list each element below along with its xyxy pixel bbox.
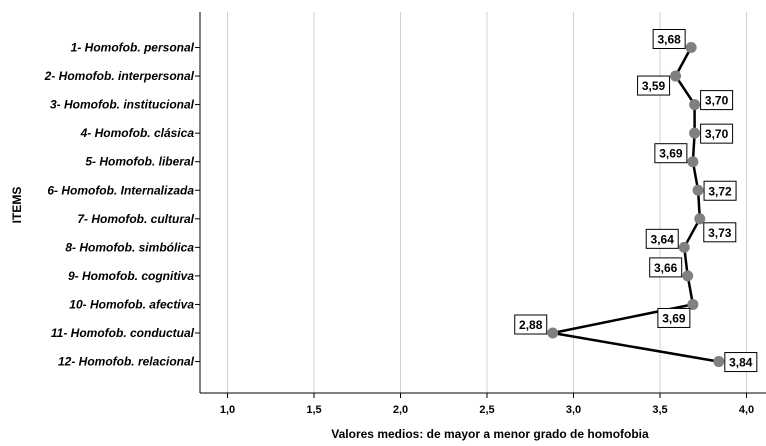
category-label: 6- Homofob. Internalizada (47, 183, 194, 197)
category-labels: 1- Homofob. personal 2- Homofob. interper… (44, 41, 200, 369)
data-point (682, 270, 694, 282)
data-label: 3,70 (705, 94, 729, 108)
x-axis-title: Valores medios: de mayor a menor grado d… (331, 427, 649, 441)
data-label-box (649, 257, 683, 278)
data-label-box (703, 222, 737, 243)
data-point (687, 298, 699, 310)
data-point (678, 241, 690, 253)
data-label-box (654, 143, 688, 164)
data-label-box (645, 228, 679, 249)
data-label: 3,66 (654, 261, 678, 275)
y-axis-title: ITEMS (10, 187, 24, 224)
x-ticks: 1,0 1,5 2,0 2,5 3,0 3,5 4,0 (220, 393, 754, 416)
data-point (689, 99, 701, 111)
x-tick-label: 1,5 (306, 404, 321, 416)
data-label-box (700, 90, 734, 111)
data-label-box (703, 180, 737, 201)
data-label-box (700, 123, 734, 144)
grid (227, 12, 747, 393)
x-tick-label: 1,0 (220, 404, 235, 416)
category-label: 5- Homofob. liberal (85, 155, 194, 169)
data-point (670, 70, 682, 82)
data-label: 2,88 (519, 318, 543, 332)
data-label-box (724, 352, 758, 373)
data-label-box (657, 307, 691, 328)
category-label: 10- Homofob. afectiva (69, 297, 194, 311)
data-point (713, 356, 725, 368)
data-label: 3,69 (659, 147, 683, 161)
category-label: 7- Homofob. cultural (77, 212, 194, 226)
data-label-box (514, 314, 548, 335)
data-label: 3,69 (662, 311, 686, 325)
data-point (685, 42, 697, 53)
category-label: 11- Homofob. conductual (51, 326, 195, 340)
x-tick-label: 3,5 (652, 404, 667, 416)
series-line (551, 46, 720, 363)
data-point (689, 127, 701, 139)
data-label: 3,70 (705, 127, 729, 141)
data-label-box (652, 29, 686, 49)
x-tick-label: 2,0 (393, 404, 408, 416)
data-label: 3,72 (708, 184, 732, 198)
category-label: 8- Homofob. simbólica (65, 240, 194, 254)
data-label: 3,64 (651, 232, 675, 246)
x-tick-label: 4,0 (739, 404, 754, 416)
category-label: 3- Homofob. institucional (50, 98, 195, 112)
category-label: 4- Homofob. clásica (80, 126, 195, 140)
category-label: 9- Homofob. cognitiva (68, 269, 194, 283)
data-label: 3,84 (729, 356, 753, 370)
data-label: 3,68 (657, 33, 681, 47)
category-label: 1- Homofob. personal (71, 41, 195, 55)
data-label: 3,59 (642, 79, 666, 93)
data-label: 3,73 (708, 226, 732, 240)
category-label: 2- Homofob. interpersonal (44, 69, 195, 83)
data-point (692, 184, 704, 196)
data-label-box (637, 75, 671, 96)
data-point (687, 156, 699, 168)
x-tick-label: 2,5 (479, 404, 494, 416)
data-point (547, 327, 559, 339)
data-point (694, 213, 706, 225)
data-labels: 3,68 3,59 3,70 3,70 3,69 3,72 3,73 3,64 3,66 3,69… (514, 29, 758, 373)
category-label: 12- Homofob. relacional (58, 355, 195, 369)
x-tick-label: 3,0 (566, 404, 581, 416)
